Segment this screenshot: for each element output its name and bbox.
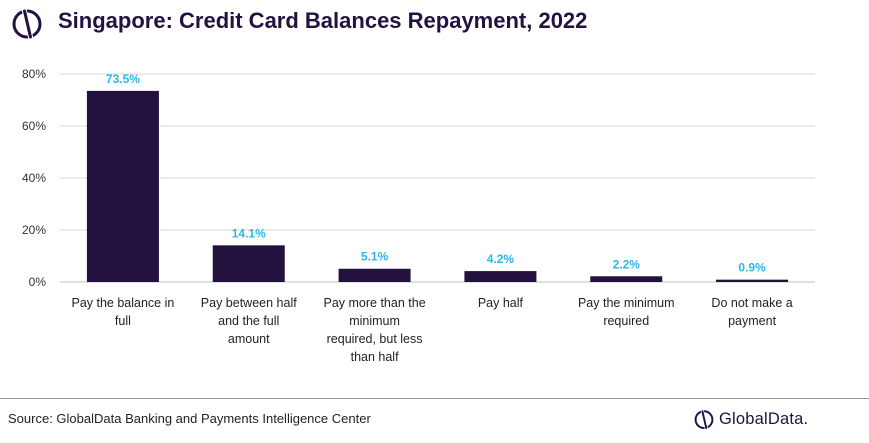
bar (338, 268, 411, 282)
y-tick-label: 60% (22, 119, 46, 133)
data-label: 0.9% (738, 261, 766, 275)
y-tick-label: 80% (22, 67, 46, 81)
category-label: Pay between half and the full amount (201, 296, 297, 346)
data-label: 4.2% (487, 252, 515, 266)
globaldata-logo-icon (12, 8, 42, 40)
y-tick-label: 0% (29, 275, 47, 289)
grid-lines (60, 73, 815, 283)
bars (86, 90, 789, 283)
bar (464, 271, 537, 282)
globaldata-brand-icon (694, 409, 714, 430)
bar (716, 279, 789, 282)
category-label: Do not make a payment (711, 296, 792, 328)
category-label: Pay the balance in full (71, 296, 174, 328)
data-labels: 73.5% 14.1% 5.1% 4.2% 2.2% 0.9% (106, 72, 766, 275)
footer-divider (0, 398, 869, 399)
data-label: 5.1% (361, 250, 389, 264)
data-label: 2.2% (613, 257, 641, 271)
category-label: Pay half (478, 296, 524, 310)
category-label: Pay more than the minimum required, but le… (324, 296, 426, 364)
y-tick-label: 20% (22, 223, 46, 237)
source-note: Source: GlobalData Banking and Payments … (8, 411, 371, 426)
brand-logo: GlobalData. (693, 406, 808, 432)
page-title: Singapore: Credit Card Balances Repaymen… (58, 8, 588, 33)
bar (212, 245, 285, 282)
data-label: 73.5% (106, 72, 140, 86)
category-label: Pay the minimum required (578, 296, 675, 328)
bar-chart: 0% 20% 40% 60% 80% 73.5% 14.1% 5.1% 4.2% 2.2% 0.9… (22, 67, 815, 364)
bar (590, 276, 663, 282)
x-axis-category-labels: Pay the balance in full Pay between half an… (71, 296, 792, 364)
bar (86, 90, 159, 283)
data-label: 14.1% (232, 226, 266, 240)
y-tick-label: 40% (22, 171, 46, 185)
brand-name: GlobalData. (719, 409, 809, 428)
y-axis-tick-labels: 0% 20% 40% 60% 80% (22, 67, 46, 289)
